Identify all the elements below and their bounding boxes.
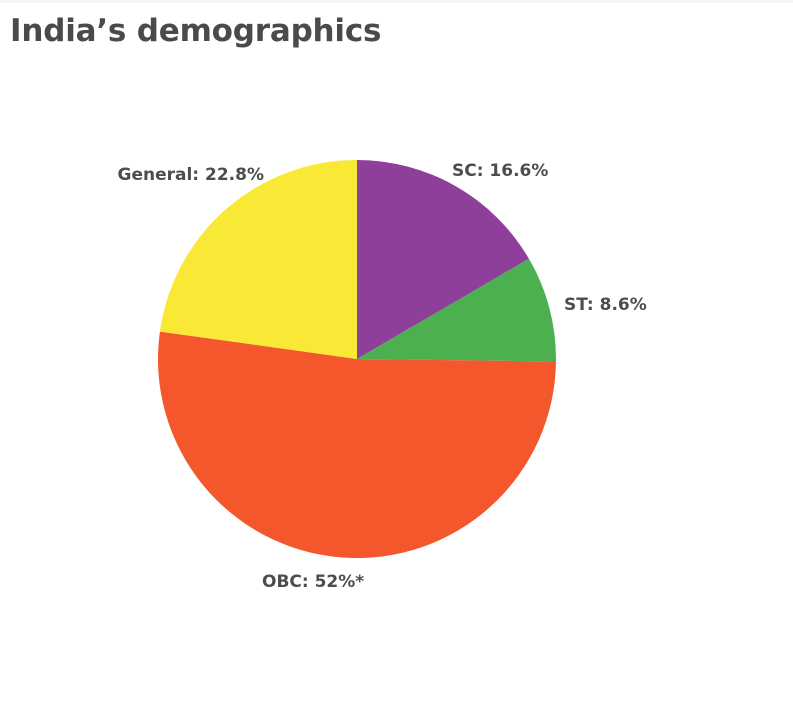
- pie-label-sc: SC: 16.6%: [452, 161, 548, 181]
- pie-label-general: General: 22.8%: [118, 165, 265, 185]
- pie-label-obc: OBC: 52%*: [262, 572, 364, 592]
- pie-slice-general: [159, 160, 357, 359]
- pie-slice-st: [357, 258, 556, 362]
- pie-label-st: ST: 8.6%: [564, 295, 647, 315]
- pie-slice-obc: [157, 331, 556, 559]
- top-strip: [0, 0, 793, 3]
- pie-labels: SC: 16.6% ST: 8.6% OBC: 52%* General: 22.8%: [118, 161, 647, 592]
- pie-slices: [157, 160, 556, 559]
- pie-slice-sc: [357, 160, 529, 359]
- chart-title: India’s demographics: [10, 13, 382, 49]
